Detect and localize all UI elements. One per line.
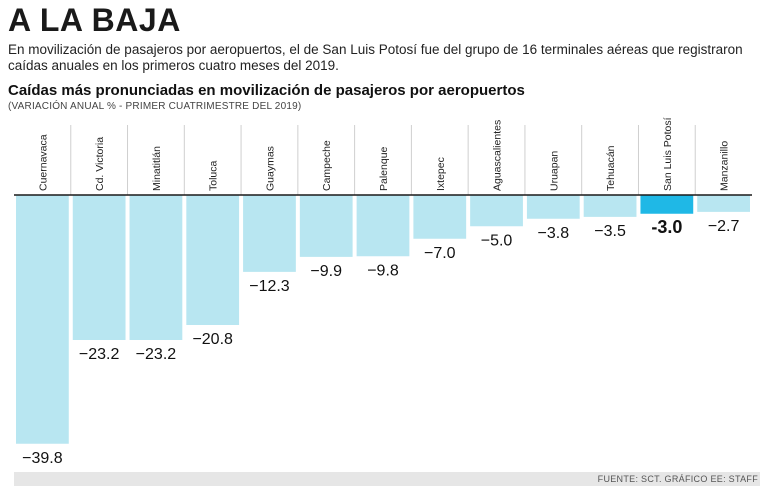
category-label: Cuernavaca [37,134,49,191]
value-label: −9.8 [367,262,399,279]
value-label: −12.3 [249,278,290,295]
value-label: −7.0 [424,245,456,262]
category-label: Uruapan [548,151,560,191]
category-label: Toluca [208,160,220,191]
value-label: −2.7 [708,218,740,235]
category-label: Tehuacán [605,145,617,191]
bar-cd-victoria [72,195,126,340]
bar-cuernavaca [16,195,69,444]
bar-palenque [356,195,410,257]
bar-toluca [186,195,240,325]
bar-san-luis-potos- [640,195,694,214]
category-label: Palenque [378,146,390,191]
category-label: Aguascalientes [492,120,504,191]
value-label: −3.5 [594,223,626,240]
bar-uruapan [526,195,580,219]
category-label: Guaymas [264,146,276,191]
bar-aguascalientes [470,195,523,227]
bar-manzanillo [697,195,750,212]
value-label: −3.8 [538,225,570,242]
category-label: Manzanillo [719,141,731,191]
bar-ixtepec [413,195,467,239]
bar-tehuac-n [583,195,637,217]
value-label: −9.9 [310,263,342,280]
headline: A LA BAJA [8,2,181,38]
chart-subtitle: (VARIACIÓN ANUAL % - PRIMER CUATRIMESTRE… [8,101,302,112]
category-label: Campeche [321,140,333,191]
bar-minatitl-n [129,195,183,340]
chart-title: Caídas más pronunciadas en movilización … [8,82,525,99]
value-label: −5.0 [481,232,513,249]
category-label: Ixtepec [435,157,447,191]
value-label: -3.0 [651,217,682,237]
source-note: FUENTE: SCT. GRÁFICO EE: STAFF [597,474,758,484]
category-label: San Luis Potosí [662,117,674,191]
bar-guaymas [243,195,296,272]
footer-band [14,472,760,486]
bar-campeche [299,195,353,257]
value-label: −39.8 [22,450,63,467]
category-label: Minatitlán [151,146,163,191]
value-label: −20.8 [192,331,233,348]
value-label: −23.2 [136,346,177,363]
intro-text: En movilización de pasajeros por aeropue… [8,42,743,73]
category-label: Cd. Victoria [94,137,106,191]
value-label: −23.2 [79,346,120,363]
